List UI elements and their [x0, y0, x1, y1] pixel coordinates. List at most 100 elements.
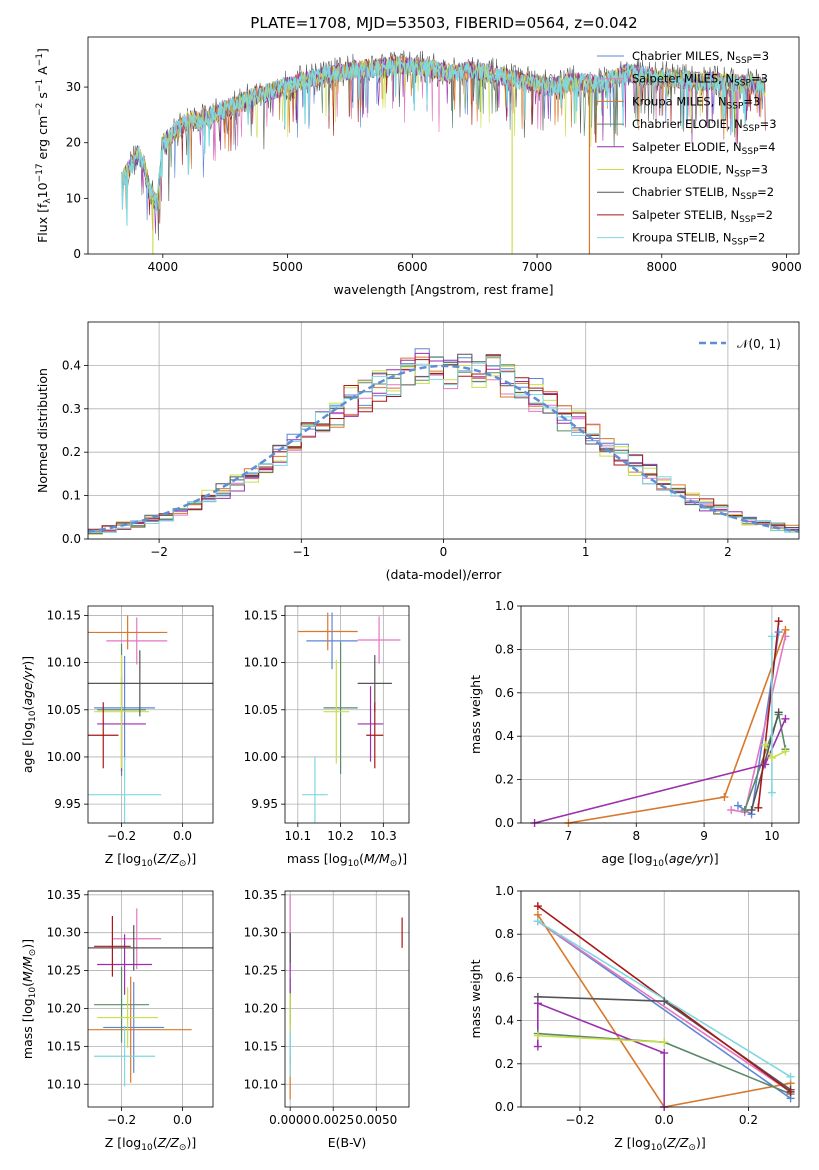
x-axis-label: Z [log10(Z/Z⊙)] [614, 1135, 705, 1153]
y-tick-label: 10.20 [244, 1001, 278, 1015]
weight-marker [761, 740, 770, 749]
normal-curve [88, 364, 799, 533]
weight-marker [761, 760, 770, 769]
weight-marker [660, 1049, 669, 1057]
axes-frame [87, 321, 800, 540]
age-vs-mass-axes: 10.1 10.2 10.3 9.95 10.00 10.05 10.10 10.15 mass… [244, 605, 410, 869]
y-axis-label: Normed distribution [35, 368, 50, 493]
y-tick-label: 10.30 [47, 926, 81, 940]
x-tick-label: −0.2 [565, 1113, 594, 1127]
x-tick-label: 0.0 [173, 1113, 192, 1127]
legend-entry: Chabrier MILES, NSSP=3 [632, 49, 769, 66]
y-tick-label: 0.4 [495, 729, 514, 743]
age-vs-metallicity-axes: −0.2 0.0 9.95 10.00 10.05 10.10 10.15 Z [log10(… [20, 605, 214, 869]
y-axis-label: mass weight [468, 959, 483, 1038]
x-tick-label: −1 [292, 545, 310, 559]
weight-line [537, 914, 791, 1107]
x-tick-label: 5000 [272, 260, 303, 274]
x-tick-label: 0.2 [739, 1113, 758, 1127]
weight-line [537, 920, 792, 1100]
x-axis-label: Z [log10(Z/Z⊙)] [105, 851, 196, 869]
y-tick-label: 10.35 [47, 888, 81, 902]
y-tick-label: 9.95 [251, 797, 278, 811]
y-tick-label: 20 [66, 136, 81, 150]
weight-marker [767, 753, 776, 762]
plots-container: 4000 5000 6000 7000 8000 90000102030wavelengt… [20, 36, 802, 1153]
y-tick-label: 10.15 [47, 1039, 81, 1053]
legend-entry: Salpeter ELODIE, NSSP=4 [632, 140, 775, 157]
y-axis-label: Flux [fλ10−17 erg cm−2 s−1 A−1] [35, 48, 53, 243]
y-tick-label: 9.95 [54, 797, 81, 811]
x-tick-label: 1 [582, 545, 590, 559]
y-tick-label: 0.8 [495, 642, 514, 656]
axes-frame [520, 890, 800, 1108]
legend-entry: Chabrier STELIB, NSSP=2 [632, 185, 774, 202]
y-tick-label: 10.35 [244, 888, 278, 902]
y-tick-label: 0.6 [495, 970, 514, 984]
weight-marker [781, 714, 790, 723]
y-tick-label: 10 [66, 191, 81, 205]
weight-marker [533, 917, 542, 926]
weight-marker [781, 747, 790, 756]
x-tick-label: −0.2 [107, 829, 136, 843]
weight-line [537, 920, 792, 1093]
histogram-step [88, 356, 799, 539]
axes-frame [87, 605, 214, 824]
spectrum-axes: 4000 5000 6000 7000 8000 9000 0 10 20 30 wavelengt… [35, 36, 802, 297]
x-axis-label: age [log10(age/yr)] [601, 851, 718, 869]
weight-line [757, 621, 780, 808]
y-tick-label: 10.15 [244, 1039, 278, 1053]
axes-frame [87, 890, 214, 1108]
x-tick-label: 9 [700, 829, 708, 843]
y-tick-label: 10.10 [244, 1077, 278, 1091]
weight-marker [660, 1038, 669, 1047]
legend-entry: Kroupa MILES, NSSP=3 [632, 94, 760, 111]
age-vs-metallicity-marks [88, 615, 213, 823]
y-tick-label: 0.3 [62, 402, 81, 416]
weight-marker [733, 801, 742, 810]
mass-weight-vs-age-axes: 7 8 9 10 0.0 0.2 0.4 0.6 0.8 1.0 age [log10(age/yr… [468, 599, 800, 869]
y-tick-label: 10.15 [244, 608, 278, 622]
weight-marker [781, 625, 790, 634]
y-tick-label: 0 [73, 247, 81, 261]
x-tick-label: 0.0025 [312, 1113, 354, 1127]
weight-marker [727, 805, 736, 814]
y-tick-label: 30 [66, 80, 81, 94]
weight-marker [533, 992, 542, 1001]
mass-vs-ebv-axes: 0.0000 0.0025 0.0050 10.10 10.15 10.20 10.25 10… [244, 888, 410, 1150]
y-tick-label: 10.25 [244, 964, 278, 978]
x-axis-label: E(B-V) [328, 1135, 367, 1150]
x-tick-label: 8 [632, 829, 640, 843]
weight-marker [786, 1072, 795, 1081]
y-tick-label: 0.8 [495, 927, 514, 941]
mass-weight-vs-metallicity-marks [537, 905, 792, 1107]
plot-area [88, 891, 213, 1107]
axes-frame [87, 36, 800, 255]
weight-line [537, 1002, 665, 1107]
x-tick-label: 10.2 [327, 829, 354, 843]
legend-entry: Salpeter STELIB, NSSP=2 [632, 208, 773, 225]
axes-frame [284, 890, 410, 1108]
axes-frame [284, 605, 410, 824]
x-axis-label: mass [log10(M/M⊙)] [287, 851, 407, 869]
x-tick-label: 10.1 [284, 829, 311, 843]
weight-marker [660, 997, 669, 1006]
x-tick-label: 7000 [522, 260, 553, 274]
x-tick-label: 0.0 [655, 1113, 674, 1127]
y-tick-label: 1.0 [495, 884, 514, 898]
x-tick-label: −0.2 [107, 1113, 136, 1127]
y-tick-label: 10.10 [244, 656, 278, 670]
legend-entry: Salpeter MILES, NSSP=3 [632, 72, 768, 89]
y-tick-label: 10.00 [244, 750, 278, 764]
weight-marker [533, 1031, 542, 1040]
y-axis-label: age [log10(age/yr)] [20, 656, 38, 773]
weight-marker [774, 708, 783, 717]
mass-vs-metallicity-marks [88, 908, 213, 1087]
y-tick-label: 0.1 [62, 489, 81, 503]
weight-marker [720, 792, 729, 801]
x-axis-label: Z [log10(Z/Z⊙)] [105, 1135, 196, 1153]
x-tick-label: 8000 [647, 260, 678, 274]
mass-vs-ebv-marks [289, 894, 403, 1100]
y-tick-label: 1.0 [495, 599, 514, 613]
